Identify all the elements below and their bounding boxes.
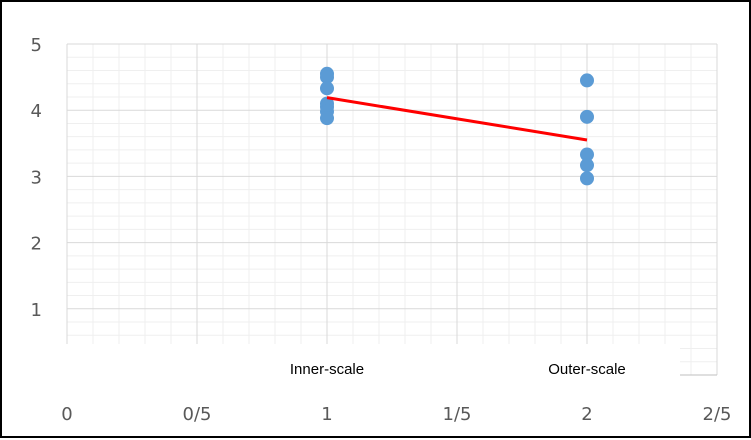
y-tick-label: 1 bbox=[31, 300, 42, 321]
x-tick-label: 1/5 bbox=[443, 404, 472, 425]
category-label: Outer-scale bbox=[548, 361, 626, 378]
data-point bbox=[580, 73, 594, 88]
x-tick-label: 2/5 bbox=[703, 404, 732, 425]
data-point bbox=[320, 111, 334, 126]
data-point bbox=[580, 171, 594, 186]
trend-line bbox=[326, 96, 588, 142]
x-tick-label: 1 bbox=[321, 404, 332, 425]
y-tick-label: 2 bbox=[31, 234, 42, 255]
data-point bbox=[320, 70, 334, 85]
x-tick-label: 0 bbox=[61, 404, 72, 425]
data-point bbox=[580, 109, 594, 124]
x-tick-label: 2 bbox=[581, 404, 592, 425]
y-tick-label: 4 bbox=[31, 101, 42, 122]
category-label: Inner-scale bbox=[290, 361, 364, 378]
data-point bbox=[580, 147, 594, 162]
label-backdrop bbox=[40, 344, 680, 388]
x-tick-label: 0/5 bbox=[183, 404, 212, 425]
data-point bbox=[580, 158, 594, 173]
data-point bbox=[320, 81, 334, 96]
y-tick-label: 3 bbox=[31, 167, 42, 188]
y-tick-label: 5 bbox=[31, 35, 42, 56]
